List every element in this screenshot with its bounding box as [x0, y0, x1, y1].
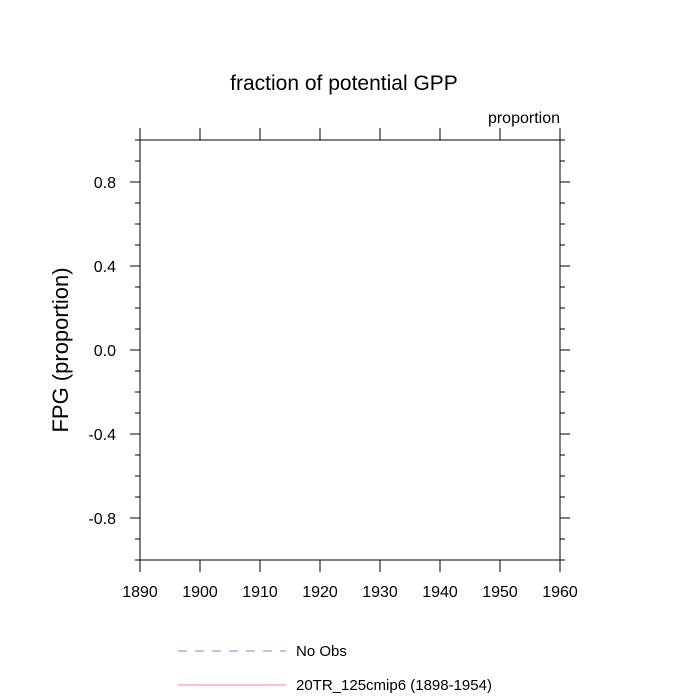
- chart-title: fraction of potential GPP: [230, 72, 458, 95]
- legend-label: 20TR_125cmip6 (1898-1954): [296, 677, 492, 694]
- plot-frame: [139, 139, 561, 561]
- y-tick-label: 0.0: [94, 343, 116, 360]
- legend: No Obs 20TR_125cmip6 (1898-1954): [178, 643, 492, 694]
- y-tick-label: -0.4: [88, 427, 116, 444]
- x-tick-label: 1950: [482, 584, 518, 601]
- x-tick-label: 1930: [362, 584, 398, 601]
- x-tick-label: 1890: [122, 584, 158, 601]
- y-axis-label: FPG (proportion): [48, 267, 73, 432]
- y-tick-label: 0.4: [94, 259, 116, 276]
- x-tick-label: 1910: [242, 584, 278, 601]
- y-tick-label: 0.8: [94, 175, 116, 192]
- axis-ticks: 1890 1900 1910 1920 1930 1940 1950 1960 -0.8 -0.4…: [88, 128, 578, 601]
- legend-label: No Obs: [296, 643, 347, 660]
- y-tick-label: -0.8: [88, 511, 116, 528]
- x-tick-label: 1920: [302, 584, 338, 601]
- x-tick-label: 1900: [182, 584, 218, 601]
- x-tick-label: 1940: [422, 584, 458, 601]
- units-label: proportion: [488, 110, 560, 127]
- x-tick-label: 1960: [542, 584, 578, 601]
